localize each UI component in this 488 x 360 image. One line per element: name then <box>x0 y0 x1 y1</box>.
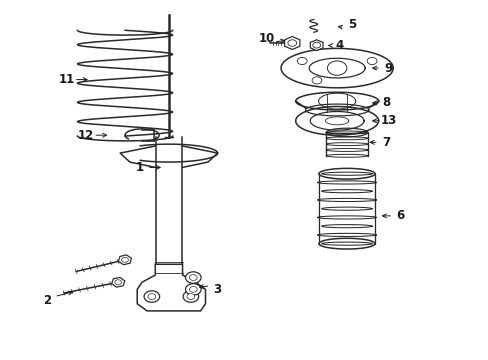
Text: 5: 5 <box>347 18 355 31</box>
Circle shape <box>312 42 320 48</box>
Text: 11: 11 <box>58 73 75 86</box>
Text: 10: 10 <box>258 32 274 45</box>
Circle shape <box>148 294 156 300</box>
Circle shape <box>189 275 197 280</box>
Circle shape <box>189 287 197 292</box>
Text: 9: 9 <box>384 62 392 75</box>
Circle shape <box>287 40 296 46</box>
Text: 13: 13 <box>380 114 396 127</box>
Circle shape <box>144 291 159 302</box>
Text: 3: 3 <box>213 283 221 296</box>
Text: 6: 6 <box>396 210 404 222</box>
Polygon shape <box>284 37 299 49</box>
Text: 7: 7 <box>381 136 389 149</box>
Circle shape <box>185 272 201 283</box>
Text: 12: 12 <box>78 129 94 142</box>
Circle shape <box>366 58 376 64</box>
Circle shape <box>327 61 346 75</box>
Circle shape <box>297 58 306 64</box>
Polygon shape <box>310 40 323 50</box>
Text: 4: 4 <box>335 39 343 52</box>
Circle shape <box>311 77 321 84</box>
Text: 2: 2 <box>43 294 51 307</box>
Polygon shape <box>111 278 124 287</box>
Text: 1: 1 <box>135 161 143 174</box>
Circle shape <box>186 294 194 300</box>
Polygon shape <box>118 255 131 265</box>
Circle shape <box>183 291 198 302</box>
Circle shape <box>122 257 128 262</box>
Text: 8: 8 <box>381 96 389 109</box>
Circle shape <box>115 280 122 285</box>
Circle shape <box>185 284 201 295</box>
